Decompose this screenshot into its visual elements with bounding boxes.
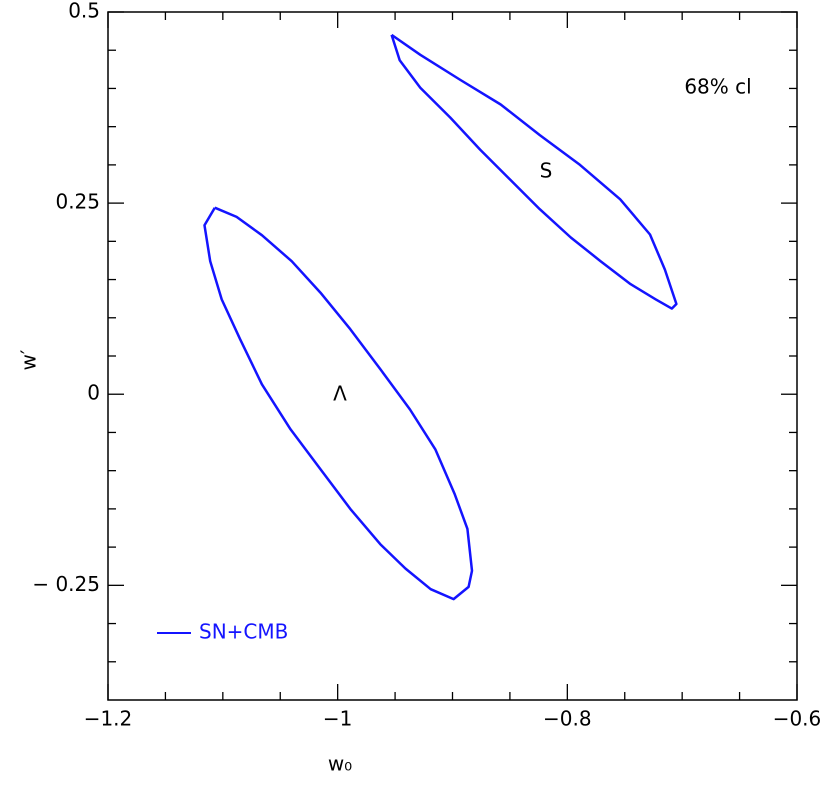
y-tick-label: 0.5	[68, 0, 100, 23]
y-axis-label: w′	[17, 349, 41, 370]
annotation: Λ	[333, 382, 347, 406]
y-tick-label: 0.25	[55, 190, 100, 214]
x-tick-label: −0.6	[773, 707, 822, 731]
annotation: S	[540, 159, 553, 183]
x-axis-label: w₀	[328, 752, 352, 776]
x-tick-label: −1	[323, 707, 352, 731]
y-tick-label: 0	[87, 381, 100, 405]
annotation: 68% cl	[684, 75, 751, 99]
y-tick-label: − 0.25	[32, 572, 100, 596]
x-tick-label: −0.8	[543, 707, 592, 731]
x-tick-label: −1.2	[84, 707, 133, 731]
legend-label: SN+CMB	[199, 620, 288, 644]
plot-frame	[107, 11, 798, 701]
contour-line	[203, 33, 678, 601]
